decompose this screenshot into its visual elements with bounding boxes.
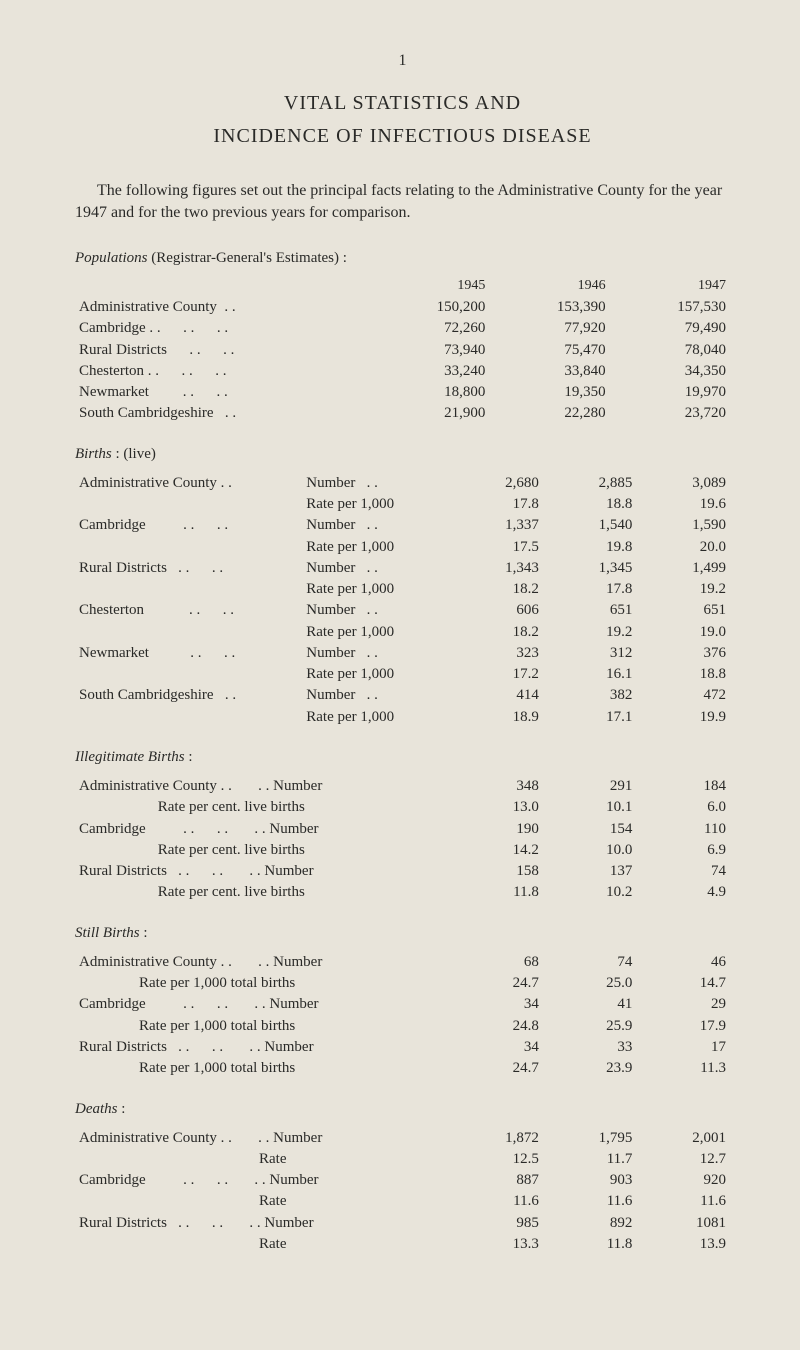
title-line-1: VITAL STATISTICS AND [75,90,730,117]
title-line-2: INCIDENCE OF INFECTIOUS DISEASE [75,123,730,150]
year-col: 1946 [489,277,609,297]
illegitimate-table: Administrative County . . . . Number 348… [75,776,730,904]
year-col: 1947 [610,277,730,297]
table-row: Rate per 1,000 total births 24.7 25.0 14… [75,973,730,994]
page-number: 1 [75,50,730,72]
table-row: Chesterton . . . . . . 33,240 33,840 34,… [75,360,730,381]
table-row: Rural Districts . . . . 73,940 75,470 78… [75,339,730,360]
table-row: Rate per 1,000 17.5 19.8 20.0 [75,536,730,557]
populations-table: 1945 1946 1947 Administrative County . .… [75,277,730,424]
table-row: Administrative County . . 150,200 153,39… [75,297,730,318]
table-row: Rate per cent. live births 13.0 10.1 6.0 [75,797,730,818]
deaths-table: Administrative County . . . . Number 1,8… [75,1127,730,1255]
table-row: Rate per 1,000 18.2 19.2 19.0 [75,621,730,642]
table-row: Administrative County . . . . Number 348… [75,776,730,797]
table-row: Administrative County . . . . Number 68 … [75,951,730,972]
still-heading: Still Births : [75,923,730,943]
table-row: Rural Districts . . . . . . Number 34 33… [75,1036,730,1057]
table-row: South Cambridgeshire . . Number . . 414 … [75,685,730,706]
table-row: Cambridge . . . . . . Number 34 41 29 [75,994,730,1015]
table-row: South Cambridgeshire . . 21,900 22,280 2… [75,403,730,424]
table-row: Rate per 1,000 18.9 17.1 19.9 [75,706,730,727]
table-row: Rural Districts . . . . . . Number 158 1… [75,861,730,882]
deaths-heading: Deaths : [75,1099,730,1119]
table-row: Rate per cent. live births 14.2 10.0 6.9 [75,839,730,860]
table-row: Rate per 1,000 17.2 16.1 18.8 [75,664,730,685]
table-row: Administrative County . . . . Number 1,8… [75,1127,730,1148]
table-row: Rate per 1,000 18.2 17.8 19.2 [75,579,730,600]
table-row: Newmarket . . . . 18,800 19,350 19,970 [75,382,730,403]
year-col: 1945 [369,277,489,297]
table-row: Administrative County . . Number . . 2,6… [75,472,730,493]
table-row: Rural Districts . . . . . . Number 985 8… [75,1212,730,1233]
table-row: Rate 12.5 11.7 12.7 [75,1148,730,1169]
illegitimate-heading: Illegitimate Births : [75,747,730,767]
table-row: Rate per 1,000 17.8 18.8 19.6 [75,494,730,515]
table-row: Newmarket . . . . Number . . 323 312 376 [75,642,730,663]
table-row: Rate 13.3 11.8 13.9 [75,1233,730,1254]
table-row: Cambridge . . . . . . Number 190 154 110 [75,818,730,839]
populations-year-row: 1945 1946 1947 [75,277,730,297]
table-row: Chesterton . . . . Number . . 606 651 65… [75,600,730,621]
table-row: Rural Districts . . . . Number . . 1,343… [75,557,730,578]
births-heading: Births : (live) [75,444,730,464]
births-table: Administrative County . . Number . . 2,6… [75,472,730,727]
still-table: Administrative County . . . . Number 68 … [75,951,730,1079]
table-row: Rate per cent. live births 11.8 10.2 4.9 [75,882,730,903]
table-row: Rate per 1,000 total births 24.7 23.9 11… [75,1058,730,1079]
table-row: Rate per 1,000 total births 24.8 25.9 17… [75,1015,730,1036]
table-row: Cambridge . . . . . . Number 887 903 920 [75,1170,730,1191]
table-row: Cambridge . . . . Number . . 1,337 1,540… [75,515,730,536]
populations-heading: Populations (Registrar-General's Estimat… [75,248,730,268]
intro-paragraph: The following figures set out the princi… [75,180,730,225]
table-row: Cambridge . . . . . . 72,260 77,920 79,4… [75,318,730,339]
table-row: Rate 11.6 11.6 11.6 [75,1191,730,1212]
